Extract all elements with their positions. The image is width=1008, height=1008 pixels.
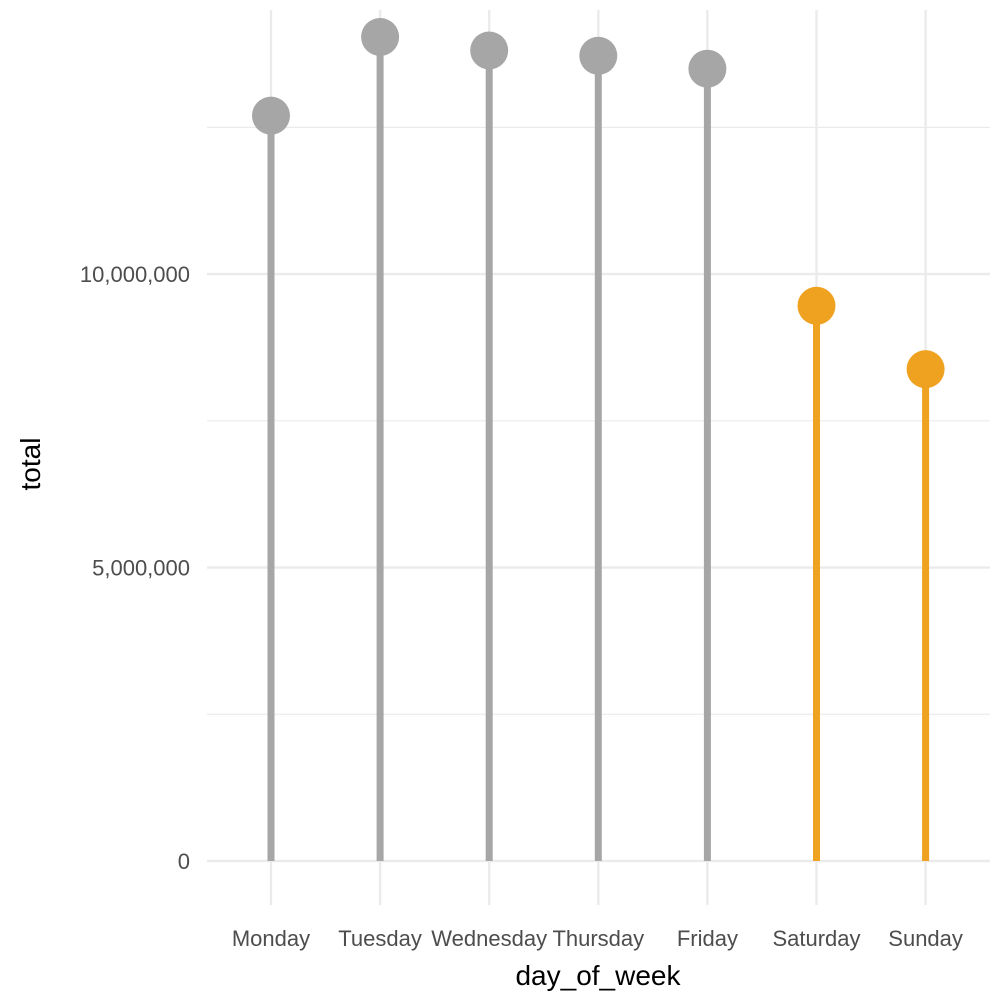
x-tick-label: Friday (677, 926, 738, 951)
lollipop-point (579, 36, 618, 75)
y-tick-label: 10,000,000 (80, 262, 190, 287)
y-tick-label: 5,000,000 (92, 556, 190, 581)
lollipop-point (252, 96, 290, 135)
lollipop-point (797, 286, 836, 325)
x-axis-title: day_of_week (515, 960, 681, 991)
x-tick-label: Sunday (888, 926, 963, 951)
lollipop-point (906, 350, 945, 389)
y-axis-tick-labels: 0 5,000,000 10,000,000 (80, 262, 190, 874)
x-tick-label: Thursday (552, 926, 644, 951)
x-tick-label: Tuesday (338, 926, 422, 951)
x-tick-label: Monday (232, 926, 310, 951)
y-tick-label: 0 (178, 849, 190, 874)
lollipop-stems (267, 36, 930, 861)
lollipop-point (688, 49, 727, 88)
lollipop-points (252, 17, 945, 389)
x-tick-label: Wednesday (431, 926, 547, 951)
x-tick-label: Saturday (772, 926, 860, 951)
x-axis-tick-labels: Monday Tuesday Wednesday Thursday Friday Satu… (232, 926, 963, 951)
lollipop-point (470, 31, 509, 70)
y-axis-title: total (15, 438, 46, 491)
lollipop-point (361, 17, 400, 56)
